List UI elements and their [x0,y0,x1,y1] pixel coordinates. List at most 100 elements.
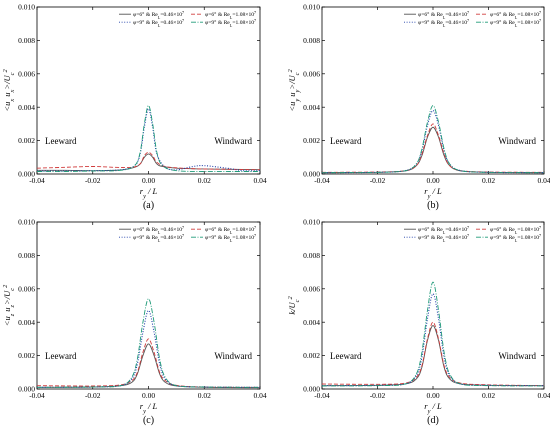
legend-entry: φ=9° & ReL=1.08×107 [205,18,256,28]
series-line-2 [322,321,544,387]
x-tick-label: 0.00 [426,176,439,185]
series-line-4 [322,281,544,387]
x-tick-label: 0.02 [482,176,495,185]
x-tick-label: 0.00 [426,391,439,400]
annotation-leeward: Leeward [45,351,77,361]
legend-entry: φ=6° & ReL=0.46×107 [133,10,184,20]
plot-frame [36,6,261,175]
legend-entry: φ=9° & ReL=1.08×107 [205,233,256,243]
series-line-2 [322,123,544,173]
x-axis-label: ry / L [140,186,158,200]
y-tick-label: 0.008 [18,251,35,260]
annotation-windward: Windward [214,136,252,146]
y-tick-label: 0.000 [18,385,35,394]
series-line-3 [37,309,260,388]
x-tick-label: -0.04 [314,391,330,400]
y-tick-label: 0.004 [303,103,320,112]
y-tick-label: 0.010 [18,3,35,12]
y-axis-label: <uy uy>/Uc2 [287,69,301,112]
y-axis-label: k/Uc2 [287,296,301,315]
x-tick-label: -0.02 [370,391,386,400]
series-line-4 [37,298,260,388]
x-tick-label: -0.04 [29,391,45,400]
x-tick-label: 0.02 [198,176,211,185]
y-tick-label: 0.006 [18,284,35,293]
plot-frame [36,221,261,390]
panel-label: (d) [427,415,439,426]
y-tick-label: 0.010 [303,3,320,12]
y-tick-label: 0.002 [18,136,35,145]
series-line-2 [37,151,260,171]
legend-entry: φ=6° & ReL=1.08×107 [490,10,541,20]
legend-entry: φ=6° & ReL=1.08×107 [205,225,256,235]
plot-frame [321,6,545,175]
x-axis-label: ry / L [424,401,442,415]
chart-panel-4: -0.04 -0.02 0.00 0.02 0.04 0.000 0.002 0.004 0.0… [287,218,550,426]
x-tick-label: 0.04 [253,391,266,400]
series-line-4 [322,105,544,174]
legend-entry: φ=9° & ReL=0.46×107 [418,233,469,243]
y-tick-label: 0.004 [303,318,320,327]
y-axis-label: <ux ux>/Uc2 [2,69,16,112]
y-tick-label: 0.008 [18,36,35,45]
y-tick-label: 0.010 [303,218,320,227]
y-tick-label: 0.000 [18,170,35,179]
chart-panel-3: -0.04 -0.02 0.00 0.02 0.04 0.000 0.002 0.004 0.0… [2,218,267,426]
series-line-4 [37,105,260,173]
x-tick-label: 0.00 [142,391,155,400]
legend-entry: φ=6° & ReL=0.46×107 [133,225,184,235]
annotation-leeward: Leeward [45,136,77,146]
y-tick-label: 0.006 [18,69,35,78]
x-tick-label: -0.02 [85,391,101,400]
annotation-leeward: Leeward [330,351,362,361]
series-line-3 [322,293,544,387]
chart-panel-1: -0.04 -0.02 0.00 0.02 0.04 0.000 0.002 0.004 0.0… [2,3,267,211]
annotation-windward: Windward [498,136,536,146]
x-tick-label: 0.04 [253,176,266,185]
y-tick-label: 0.000 [303,170,320,179]
x-tick-label: 0.04 [537,176,550,185]
series-line-2 [37,338,260,388]
y-tick-label: 0.008 [303,36,320,45]
annotation-leeward: Leeward [330,136,362,146]
x-tick-label: 0.00 [142,176,155,185]
x-tick-label: 0.04 [537,391,550,400]
legend-entry: φ=9° & ReL=0.46×107 [133,18,184,28]
chart-panel-2: -0.04 -0.02 0.00 0.02 0.04 0.000 0.002 0.004 0.0… [287,3,550,211]
x-tick-label: -0.02 [370,176,386,185]
x-tick-label: 0.02 [482,391,495,400]
annotation-windward: Windward [214,351,252,361]
y-tick-label: 0.004 [18,318,35,327]
series-line-1 [37,153,260,172]
plot-frame [321,221,545,390]
series-line-3 [37,108,260,172]
annotation-windward: Windward [498,351,536,361]
legend-entry: φ=9° & ReL=1.08×107 [490,233,541,243]
y-tick-label: 0.010 [18,218,35,227]
x-tick-label: -0.04 [314,176,330,185]
legend-entry: φ=6° & ReL=1.08×107 [490,225,541,235]
panel-label: (c) [143,415,154,426]
x-tick-label: -0.04 [29,176,45,185]
legend-entry: φ=9° & ReL=1.08×107 [490,18,541,28]
legend-entry: φ=9° & ReL=0.46×107 [418,18,469,28]
legend-entry: φ=6° & ReL=0.46×107 [418,10,469,20]
legend-entry: φ=6° & ReL=0.46×107 [418,225,469,235]
series-line-1 [322,126,544,174]
panel-label: (b) [427,200,439,211]
legend-entry: φ=9° & ReL=0.46×107 [133,233,184,243]
x-tick-label: 0.02 [198,391,211,400]
legend-entry: φ=6° & ReL=1.08×107 [205,10,256,20]
y-tick-label: 0.000 [303,385,320,394]
y-tick-label: 0.008 [303,251,320,260]
panel-label: (a) [143,200,154,211]
x-axis-label: ry / L [424,186,442,200]
y-tick-label: 0.002 [303,351,320,360]
y-tick-label: 0.002 [303,136,320,145]
y-tick-label: 0.006 [303,284,320,293]
y-axis-label: <uz uz>/Uc2 [2,284,16,326]
y-tick-label: 0.002 [18,351,35,360]
x-tick-label: -0.02 [85,176,101,185]
y-tick-label: 0.006 [303,69,320,78]
